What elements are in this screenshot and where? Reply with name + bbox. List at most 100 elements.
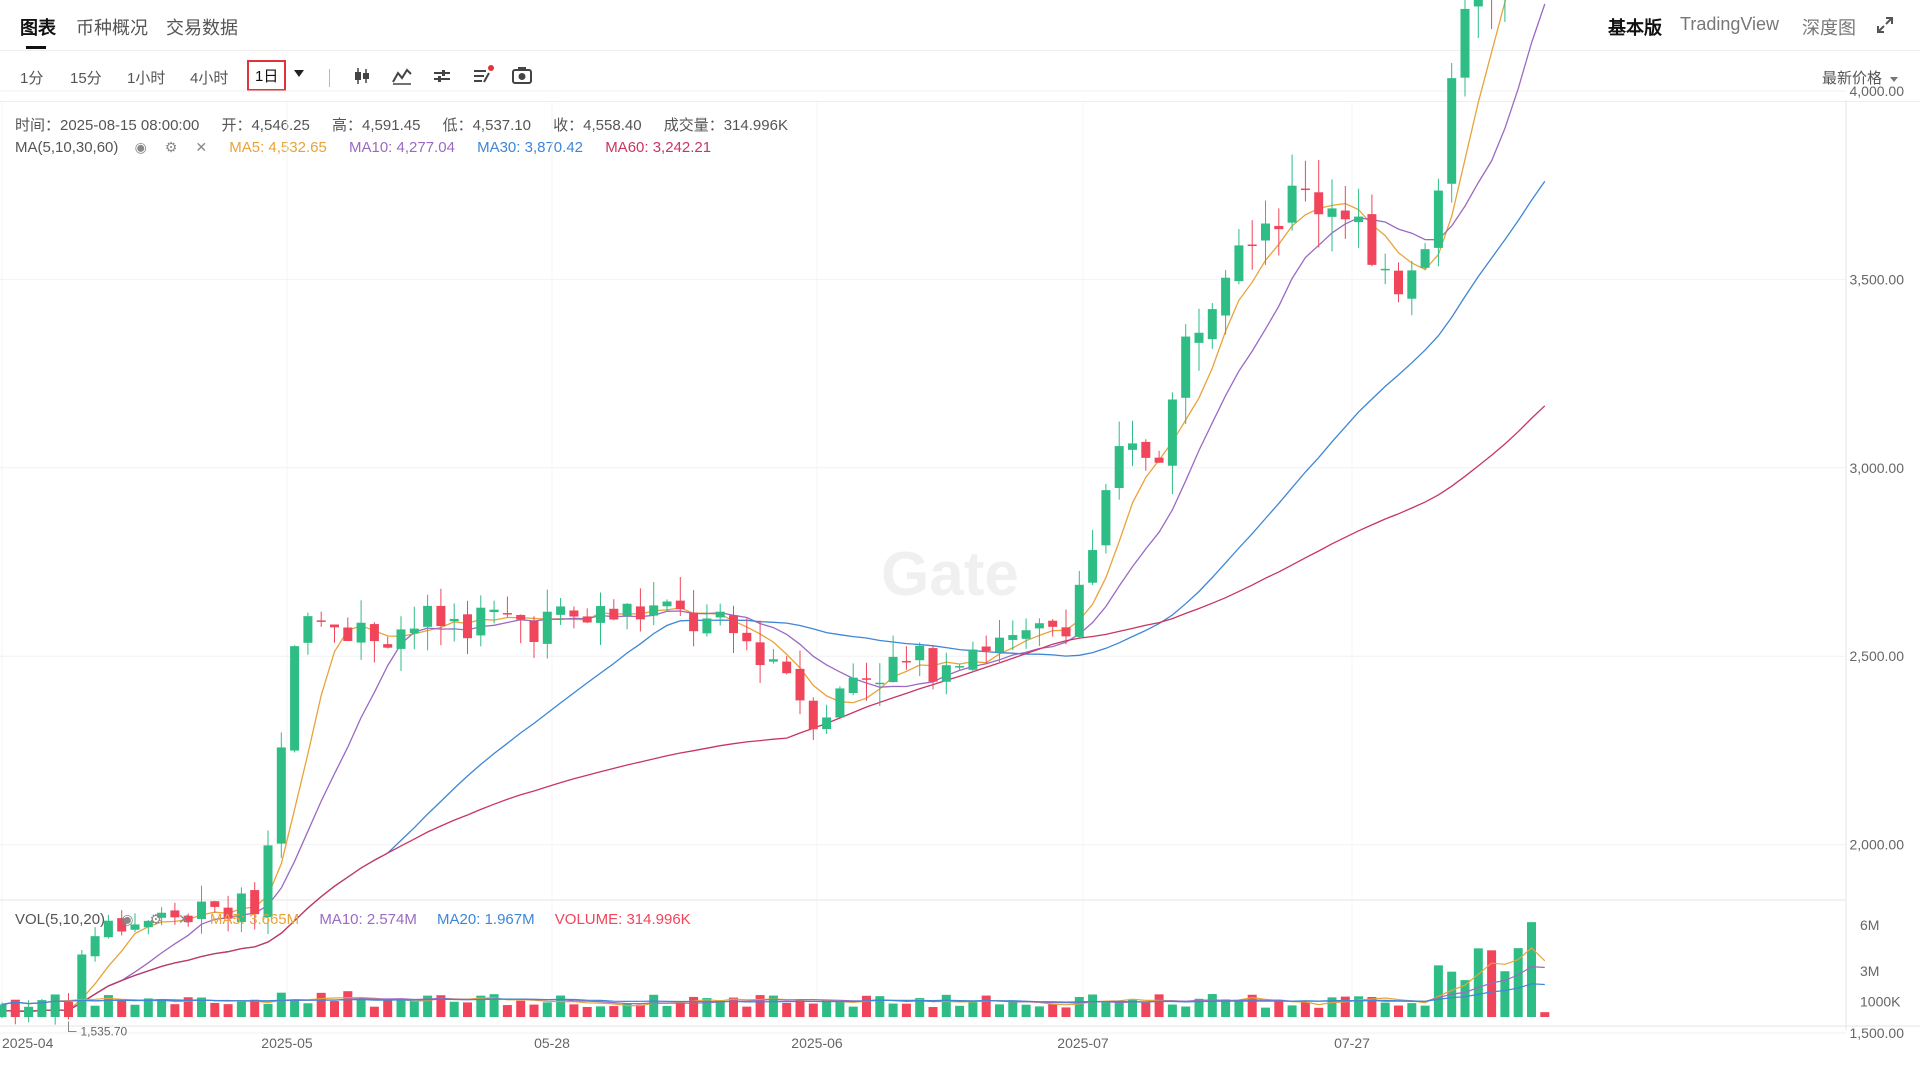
candle-body <box>1021 630 1031 639</box>
timeframe-1h[interactable]: 1小时 <box>127 70 166 87</box>
candle-body <box>928 648 938 682</box>
fullscreen-icon[interactable] <box>1876 16 1894 34</box>
volume-bar <box>689 996 699 1017</box>
candle-body <box>396 629 406 649</box>
volume-bar <box>1221 999 1231 1017</box>
volume-bar <box>502 1005 512 1017</box>
volume-bar <box>303 1003 313 1017</box>
candle-body <box>955 666 965 668</box>
ohlc-high: 高：4,591.45 <box>332 117 421 134</box>
settings-sliders-icon[interactable] <box>430 64 454 88</box>
volume-bar <box>1101 1002 1111 1017</box>
candle-body <box>316 620 326 622</box>
candle-body <box>276 747 286 844</box>
volume-bar <box>968 1002 978 1017</box>
volume-bar <box>848 1006 858 1017</box>
close-icon[interactable]: ✕ <box>195 139 208 155</box>
volume-bar <box>37 1000 47 1017</box>
depth-chart-button[interactable]: 深度图 <box>1802 18 1856 38</box>
volume-bar <box>782 1002 792 1017</box>
volume-bar <box>1500 971 1510 1017</box>
volume-bar <box>1327 997 1337 1017</box>
candle-style-icon[interactable] <box>350 64 374 88</box>
volume-bar <box>1433 965 1443 1017</box>
settings-icon[interactable]: ⚙ <box>149 911 163 927</box>
candle-body <box>463 614 472 639</box>
candle-body <box>502 613 512 615</box>
candle-body <box>263 845 273 918</box>
volume-value: VOLUME: 314.996K <box>554 911 691 928</box>
volume-bar <box>1034 1006 1044 1017</box>
candle-body <box>1008 635 1018 640</box>
volume-bar <box>569 1004 579 1017</box>
candle-body <box>622 603 632 617</box>
timeframe-15m[interactable]: 15分 <box>70 70 102 87</box>
volume-bar <box>955 1005 965 1017</box>
eye-icon[interactable]: ◉ <box>121 911 134 927</box>
close-icon[interactable]: ✕ <box>178 911 190 927</box>
volume-bar <box>1300 1002 1310 1017</box>
volume-bar <box>396 1000 406 1017</box>
candle-body <box>1114 446 1124 488</box>
volume-bar <box>808 1003 818 1017</box>
volume-bar <box>117 999 127 1017</box>
settings-icon[interactable]: ⚙ <box>164 139 178 155</box>
volume-bar <box>1141 1002 1151 1017</box>
candle-body <box>476 607 486 636</box>
tradingview-button[interactable]: TradingView <box>1680 14 1780 34</box>
indicator-icon[interactable] <box>390 64 414 88</box>
candle-body <box>436 605 446 627</box>
candle-body <box>715 611 725 618</box>
candle-body <box>689 612 699 632</box>
time-tick-label: 2025-04 <box>2 1035 54 1051</box>
volume-bar <box>596 1006 605 1017</box>
volume-bar <box>702 998 712 1017</box>
volume-bar <box>369 1006 379 1017</box>
candle-body <box>1354 216 1364 223</box>
timeframe-1d[interactable]: 1日 <box>247 60 287 91</box>
volume-bar <box>795 1000 805 1017</box>
candle-body <box>90 936 100 957</box>
volume-bar <box>1527 922 1536 1017</box>
volume-bar <box>516 1000 526 1017</box>
vol-ma20-line <box>1 983 1545 1006</box>
price-type-select[interactable]: 最新价格 <box>1822 67 1898 88</box>
timeframe-1m[interactable]: 1分 <box>20 70 44 87</box>
volume-bar <box>143 998 153 1017</box>
candle-body <box>808 700 818 730</box>
timeframe-dropdown-icon[interactable] <box>294 70 304 77</box>
tab-coin-overview[interactable]: 币种概况 <box>76 18 148 38</box>
basic-version-button[interactable]: 基本版 <box>1608 18 1662 38</box>
candle-body <box>1181 336 1191 398</box>
volume-bar <box>755 995 765 1017</box>
candle-body <box>848 677 858 693</box>
candle-body <box>1261 223 1270 241</box>
time-tick-label: 2025-05 <box>261 1035 313 1051</box>
volume-bar <box>1194 998 1204 1017</box>
camera-snapshot-icon[interactable] <box>510 64 534 88</box>
volume-tick-label: 1000K <box>1860 994 1901 1010</box>
volume-bar <box>1021 1004 1031 1017</box>
candle-body <box>1034 623 1044 629</box>
volume-bar <box>383 999 393 1017</box>
timeframe-4h[interactable]: 4小时 <box>190 70 229 87</box>
ma60-line <box>1 405 1546 1012</box>
eye-icon[interactable]: ◉ <box>134 139 147 155</box>
volume-bar <box>263 1003 273 1017</box>
tab-trade-data[interactable]: 交易数据 <box>166 18 238 38</box>
volume-tick-label: 6M <box>1860 917 1879 933</box>
volume-bar <box>1261 1007 1270 1017</box>
tab-chart[interactable]: 图表 <box>20 18 56 38</box>
volume-bar <box>915 998 925 1017</box>
candle-body <box>795 668 805 701</box>
candle-body <box>343 627 353 641</box>
volume-bar <box>888 1003 898 1017</box>
volume-bar <box>330 1001 339 1017</box>
candle-body <box>1088 550 1098 583</box>
volume-bar <box>941 994 951 1017</box>
volume-bar <box>835 1001 845 1017</box>
volume-bar <box>130 1004 140 1017</box>
volume-bar <box>1128 999 1137 1017</box>
drawing-list-icon[interactable] <box>470 64 494 88</box>
